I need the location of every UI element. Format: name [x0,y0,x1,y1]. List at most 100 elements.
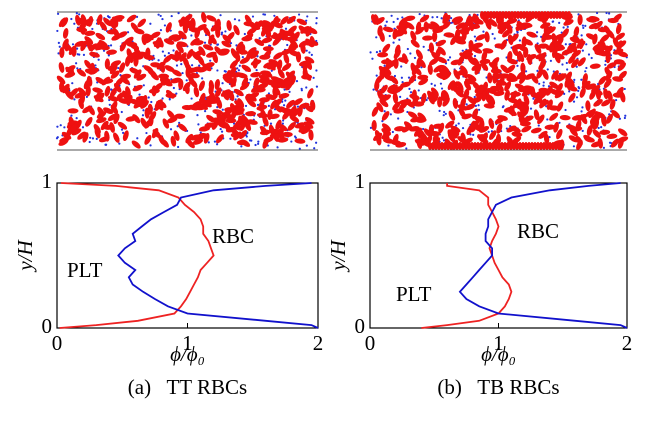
rbc [559,115,571,121]
platelet [238,19,241,22]
platelet [440,17,443,20]
rbc [551,70,559,80]
platelet [436,15,439,19]
rbc [178,30,187,40]
x-tick-label: 2 [313,331,324,355]
platelet [91,137,95,140]
rbc [304,104,314,113]
rbc [294,138,306,144]
platelet [135,15,139,18]
platelet [595,11,599,15]
rbc [75,14,81,26]
rbc [534,11,538,19]
platelet [549,59,552,62]
platelet [577,89,580,93]
rbc [579,87,586,98]
rbc [402,53,408,64]
rbc [601,99,612,107]
rbc [488,142,492,150]
platelet [422,45,425,48]
rbc [567,11,571,19]
rbc [260,125,269,136]
rbc [208,35,217,45]
rbc [188,72,200,79]
platelet [161,97,164,100]
platelet [440,87,444,90]
rbc [526,31,537,38]
platelet [399,95,402,98]
rbc [144,107,150,119]
rbc [606,133,618,139]
rbc [398,24,409,31]
platelet [236,95,239,98]
rbc [597,41,605,52]
rbc [167,110,176,120]
platelet [138,93,141,96]
platelet [388,34,391,38]
rbc [576,139,583,151]
rbc [170,135,177,147]
rbc [376,102,384,113]
rbc [285,71,295,81]
rbc [519,74,527,84]
rbc [95,40,103,51]
platelet [573,78,576,82]
rbc [239,43,246,55]
platelet [282,104,286,107]
platelet [181,71,184,75]
rbc [593,99,603,107]
rbc [447,80,456,90]
rbc [475,34,487,41]
rbc [125,86,131,97]
platelet [256,103,260,107]
platelet [442,139,446,142]
platelet [312,76,315,79]
platelet [249,78,252,81]
rbc [173,130,180,141]
rbc [417,74,429,80]
rbc [597,27,609,33]
rbc [292,31,300,42]
platelet [75,12,78,15]
rbc [206,51,217,58]
rbc [246,119,258,125]
rbc [611,109,621,119]
rbc [84,30,96,36]
rbc [202,44,214,51]
rbc [377,25,383,37]
platelet [537,124,540,127]
rbc [586,17,598,23]
platelet [305,49,308,52]
rbc [589,63,601,69]
rbc [445,120,455,129]
rbc [293,98,303,106]
platelet [71,82,74,85]
rbc [277,123,288,132]
rbc [506,142,510,150]
rbc [106,49,118,55]
rbc [575,119,582,131]
rbc [539,142,543,150]
rbc [170,77,182,84]
rbc [373,132,383,141]
rbc [222,72,234,79]
rbc [437,96,443,108]
rbc [198,80,205,92]
platelet [558,21,561,24]
rbc [83,78,91,90]
rbc [556,101,564,112]
rbc [286,45,297,53]
rbc [521,89,532,97]
rbc [71,128,82,136]
rbc [287,121,296,131]
rbc [533,142,537,150]
platelet [580,78,583,81]
platelet [536,31,539,34]
rbc [383,73,394,81]
rbc [509,142,513,150]
rbc [409,93,420,100]
rbc [259,70,271,76]
rbc [143,35,154,44]
platelet [461,49,464,52]
rbc [266,62,276,71]
